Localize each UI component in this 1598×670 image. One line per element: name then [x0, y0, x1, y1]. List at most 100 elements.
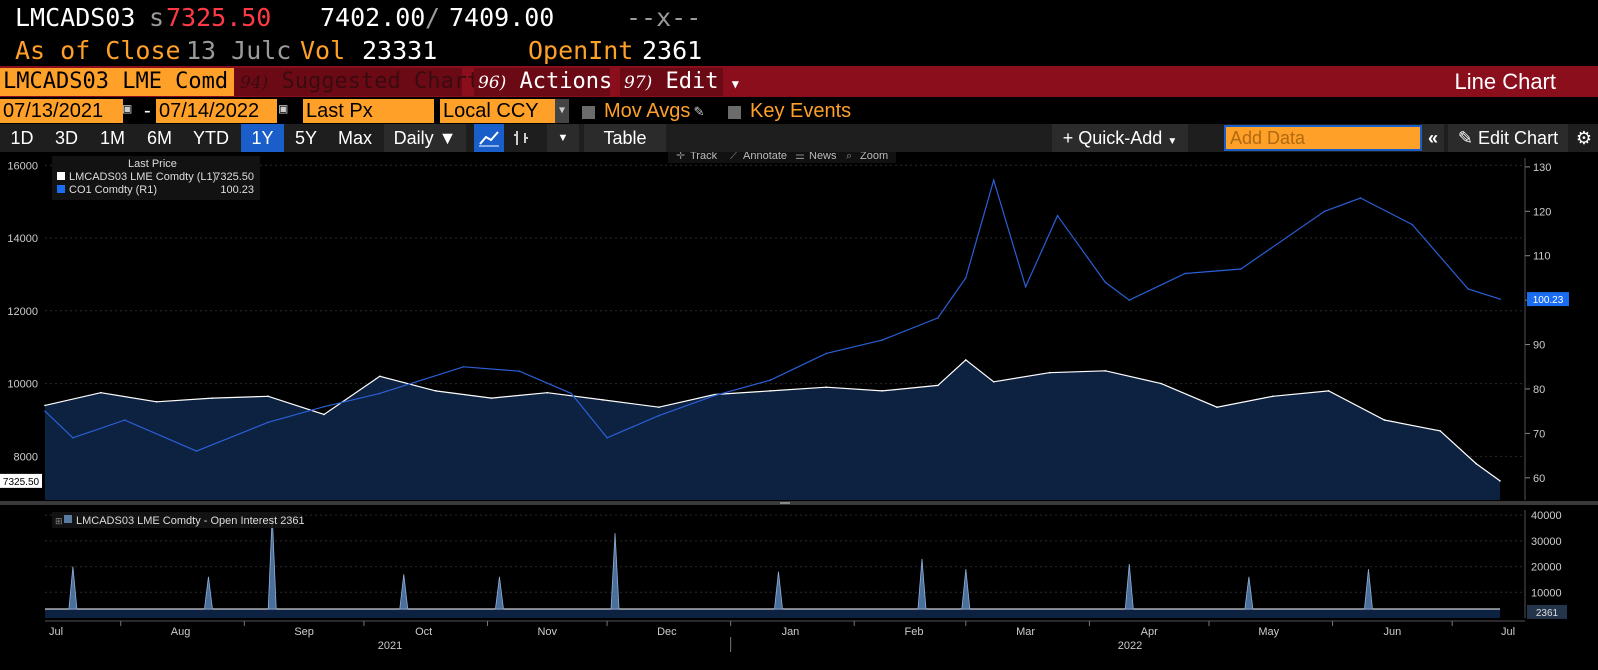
last-value-right-box [1527, 292, 1569, 307]
legend-label-lme: LMCADS03 LME Comdty (L1) [69, 171, 216, 183]
range-1m-button[interactable]: 1M [99, 128, 125, 148]
right-axis: 60708090100110120130100.23 [1524, 158, 1569, 500]
gear-icon[interactable]: ⚙ [1575, 128, 1593, 148]
chevron-down-icon: ▼ [731, 77, 739, 91]
brent-point [123, 419, 126, 421]
range-3d-button[interactable]: 3D [54, 128, 78, 148]
expand-icon[interactable]: ⊞ [55, 516, 63, 526]
start-date-field[interactable]: 07/13/2021 [0, 99, 123, 123]
line-chart-icon[interactable] [474, 124, 504, 152]
zoom-icon[interactable]: ⌕ [846, 152, 852, 162]
annotate-icon[interactable]: ⟋ [730, 152, 738, 162]
month-label: Sep [294, 626, 314, 638]
settle-prefix: s [149, 3, 165, 32]
pencil-icon: ✎ [1457, 128, 1474, 148]
track-icon[interactable]: ✛ [676, 152, 685, 162]
table-button[interactable]: Table [584, 124, 666, 152]
lme-point [602, 399, 604, 401]
chevron-down-icon[interactable]: ▼ [555, 99, 569, 123]
range-1y-button[interactable]: 1Y [241, 124, 284, 152]
suggested-charts-button[interactable]: 94) Suggested Charts [234, 68, 493, 96]
bar-chart-icon[interactable] [506, 124, 536, 152]
range-1d-button[interactable]: 1D [10, 128, 34, 148]
range-ytd-button[interactable]: YTD [193, 128, 229, 148]
volume-value: 23331 [362, 36, 438, 65]
right-tick-label: 110 [1533, 251, 1551, 263]
year-label: 2021 [378, 640, 402, 652]
brent-point [713, 394, 716, 397]
security-field[interactable]: LMCADS03 LME Comd [0, 68, 237, 96]
key-events-label: Key Events [750, 100, 852, 122]
range-5y-button[interactable]: 5Y [294, 128, 318, 148]
price-chart[interactable]: 8000 10000 12000 14000 16000 7325.50 60 70 80 90… [0, 152, 1598, 670]
field-selector[interactable]: Last Px [303, 99, 434, 123]
pencil-icon[interactable]: ✎ [694, 101, 704, 120]
annotate-tool[interactable]: Annotate [743, 152, 787, 162]
currency-selector[interactable]: Local CCY [440, 99, 555, 123]
brent-point [769, 379, 772, 381]
lme-point [490, 397, 493, 399]
right-tick-label: 120 [1533, 206, 1551, 218]
end-date-field[interactable]: 07/14/2022 [156, 99, 277, 123]
chevron-down-icon[interactable]: ▼ [547, 124, 579, 152]
ticker-symbol: LMCADS03 [15, 3, 136, 32]
last-value-lower: 2361 [1536, 608, 1559, 619]
lme-point [1475, 462, 1477, 465]
left-tick-label: 16000 [7, 160, 38, 172]
chart-legend: Last Price LMCADS03 LME Comdty (L1) 7325… [52, 156, 260, 200]
left-tick-label: 10000 [7, 379, 38, 391]
news-icon[interactable]: ☰ [795, 152, 805, 162]
add-data-input[interactable]: Add Data [1224, 125, 1422, 151]
key-events-checkbox[interactable] [728, 104, 741, 123]
track-tool[interactable]: Track [690, 152, 718, 162]
calendar-icon[interactable]: ▣ [123, 101, 132, 117]
lme-point [379, 375, 381, 378]
month-label: Feb [905, 626, 924, 638]
right-tick-label: 60 [1533, 473, 1545, 485]
month-label: May [1258, 626, 1279, 638]
lme-point [323, 413, 325, 416]
lme-area-series [44, 359, 1501, 500]
lme-point [211, 397, 214, 399]
divider-handle[interactable] [780, 502, 790, 504]
mov-avgs-checkbox[interactable] [582, 104, 595, 123]
quick-add-button[interactable]: + Quick-Add ▼ [1052, 124, 1188, 152]
range-max-button[interactable]: Max [337, 128, 372, 148]
oi-spike [203, 576, 213, 610]
month-label: Nov [537, 626, 557, 638]
edit-chart-button[interactable]: ✎ Edit Chart [1448, 124, 1568, 152]
brent-point [992, 179, 995, 182]
brent-line-series [44, 178, 1501, 452]
news-tool[interactable]: News [809, 152, 837, 162]
right-tick-label: 90 [1533, 340, 1545, 352]
oi-spike [917, 558, 927, 610]
brent-point [1024, 286, 1027, 288]
brent-line [44, 178, 1501, 452]
period-selector[interactable]: Daily ▼ [384, 124, 466, 152]
bid-price: 7402.00 [320, 3, 426, 32]
panel-divider[interactable] [0, 501, 1598, 505]
lme-point [155, 400, 158, 403]
calendar-icon[interactable]: ▣ [279, 101, 288, 117]
month-label: Jul [1501, 626, 1515, 638]
brent-point [606, 437, 608, 439]
mov-avgs-label: Mov Avgs [604, 100, 691, 122]
quote-line: LMCADS03 s 7325.50 7402.00 / 7409.00 --x… [0, 0, 1598, 36]
brent-point [965, 277, 967, 279]
plus-icon: + [1062, 128, 1074, 148]
lme-point [769, 390, 772, 392]
lme-point [881, 390, 883, 392]
oi-base-fill [45, 609, 1500, 618]
lower-tick-label: 20000 [1531, 562, 1562, 574]
collapse-left-icon[interactable]: « [1422, 124, 1444, 152]
lme-point [1271, 395, 1274, 398]
month-label: Aug [171, 626, 191, 638]
actions-menu[interactable]: 96) Actions ▼ [474, 68, 633, 96]
volume-label: Vol [300, 36, 346, 65]
zoom-tool[interactable]: Zoom [860, 152, 888, 162]
brent-point [518, 370, 521, 372]
lme-area-fill [45, 359, 1500, 500]
range-6m-button[interactable]: 6M [146, 128, 172, 148]
edit-menu[interactable]: 97) Edit ▼ [620, 68, 739, 96]
lower-tick-label: 40000 [1531, 510, 1562, 522]
